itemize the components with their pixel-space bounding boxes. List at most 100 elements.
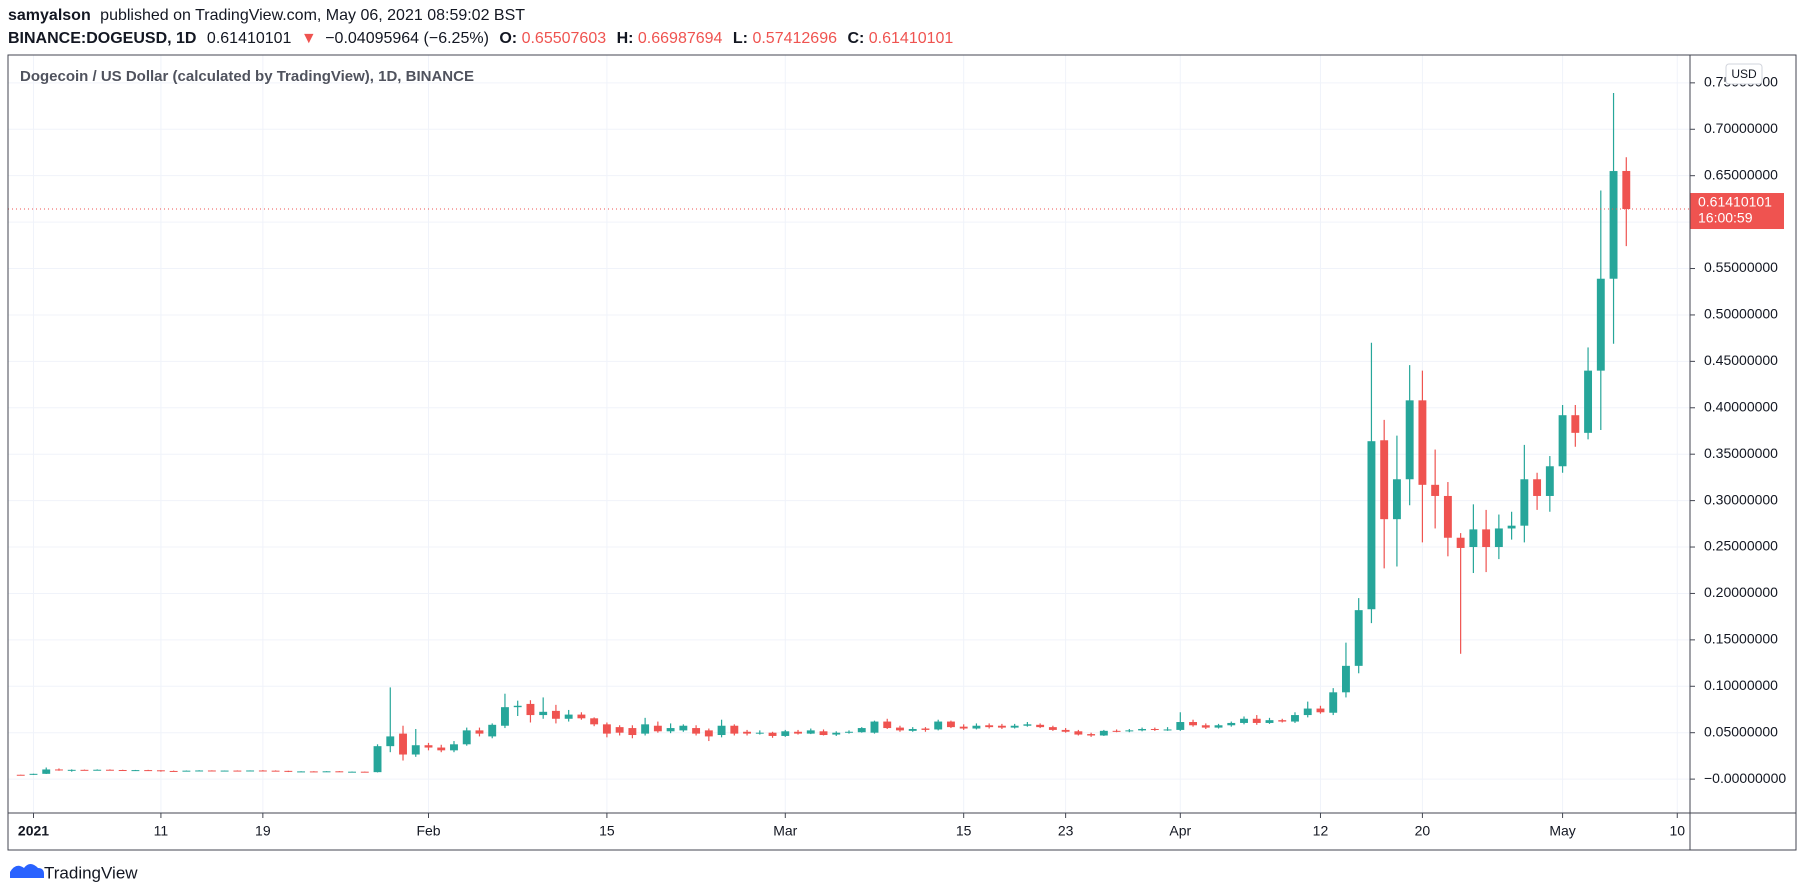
candle-body xyxy=(628,728,637,736)
candle-body xyxy=(908,728,917,731)
candle-body xyxy=(602,724,611,734)
candle-body xyxy=(972,725,981,729)
candle-body xyxy=(997,725,1006,728)
candle-body xyxy=(704,730,713,737)
candle-body xyxy=(819,731,828,736)
candle-body xyxy=(335,771,344,773)
y-tick-label: 0.25000000 xyxy=(1704,538,1778,554)
candle-body xyxy=(1443,495,1452,538)
x-tick-label: 19 xyxy=(255,823,271,839)
candle-body xyxy=(348,771,356,773)
high-value: 0.66987694 xyxy=(638,30,723,47)
x-tick-label: 2021 xyxy=(18,823,49,839)
close-label: C: xyxy=(847,30,864,47)
candle-body xyxy=(1176,722,1185,730)
y-tick-label: 0.50000000 xyxy=(1704,306,1778,322)
candle-body xyxy=(1405,400,1414,480)
symbol-line: BINANCE:DOGEUSD, 1D 0.61410101 ▼ −0.0409… xyxy=(8,30,953,47)
candle-body xyxy=(1316,708,1325,713)
y-tick-label: 0.10000000 xyxy=(1704,677,1778,693)
candle-body xyxy=(488,724,497,737)
candle-body xyxy=(539,711,548,716)
candle-body xyxy=(437,747,446,751)
candle-body xyxy=(1482,529,1491,548)
candle-body xyxy=(832,732,841,735)
candle-body xyxy=(93,769,102,771)
candle-body xyxy=(564,714,573,719)
candle-body xyxy=(666,728,675,732)
candle-body xyxy=(1061,729,1070,732)
currency-button[interactable] xyxy=(1725,63,1763,85)
candle-body xyxy=(144,770,153,772)
currency[interactable]: USD xyxy=(1731,67,1757,81)
candle-body xyxy=(284,770,293,772)
y-tick-label: 0.30000000 xyxy=(1704,491,1778,507)
candle-body xyxy=(1291,715,1299,722)
candle-body xyxy=(1596,278,1605,371)
y-tick-label: 0.45000000 xyxy=(1704,352,1778,368)
candle-body xyxy=(730,725,739,734)
y-tick-label: 0.20000000 xyxy=(1704,584,1778,600)
candle-body xyxy=(717,725,726,736)
open-label: O: xyxy=(499,30,517,47)
candle-body xyxy=(590,718,599,725)
candle-body xyxy=(1392,479,1401,520)
candle-body xyxy=(1507,525,1516,529)
candle-body xyxy=(959,726,968,729)
candle-body xyxy=(1622,170,1631,210)
candle-body xyxy=(118,770,127,772)
x-tick-label: Mar xyxy=(773,823,797,839)
candle-body xyxy=(1112,730,1121,732)
close-value: 0.61410101 xyxy=(869,30,954,47)
candle-body xyxy=(653,725,662,732)
candle-body xyxy=(67,769,76,771)
y-tick-label: 0.35000000 xyxy=(1704,445,1778,461)
grid xyxy=(8,55,1690,813)
candle-body xyxy=(501,707,509,726)
candle-body xyxy=(934,721,943,730)
candle-body xyxy=(1163,729,1172,731)
logo-icon xyxy=(10,864,44,878)
candle-body xyxy=(883,721,892,729)
candle-body xyxy=(182,770,191,772)
candle-body xyxy=(55,769,63,771)
candle-body xyxy=(1456,537,1465,548)
x-tick-label: 15 xyxy=(599,823,615,839)
x-tick-label: 12 xyxy=(1313,823,1329,839)
last-price: 0.61410101 xyxy=(207,30,292,47)
candle-body xyxy=(577,714,586,719)
candle-body xyxy=(1201,725,1210,728)
candle-body xyxy=(1265,720,1274,723)
candle-body xyxy=(513,705,522,708)
x-tick-label: 20 xyxy=(1415,823,1431,839)
change-arrow: ▼ xyxy=(301,30,317,47)
candle-body xyxy=(1214,725,1223,728)
candle-body xyxy=(1189,722,1197,726)
candle-body xyxy=(755,732,764,734)
candles xyxy=(8,93,1690,776)
candle-body xyxy=(1469,529,1478,548)
candle-body xyxy=(220,770,229,772)
candle-body xyxy=(551,710,560,719)
candle-body xyxy=(246,770,255,772)
x-tick-label: May xyxy=(1549,823,1575,839)
x-tick-label: Apr xyxy=(1169,823,1191,839)
candle-body xyxy=(1074,731,1083,735)
candle-body xyxy=(1380,440,1389,520)
candle-body xyxy=(921,728,930,730)
candle-body xyxy=(1584,370,1593,433)
axes: −0.00000000 0.05000000 0.10000000 0.1500000… xyxy=(18,74,1786,839)
candle-body xyxy=(399,733,407,755)
candle-body xyxy=(411,745,420,755)
high-label: H: xyxy=(617,30,634,47)
y-tick-label: 0.15000000 xyxy=(1704,631,1778,647)
candle-body xyxy=(679,725,688,731)
candle-body xyxy=(475,730,484,734)
candle-body xyxy=(1342,665,1350,693)
footer-logo: TradingView xyxy=(10,863,138,882)
last-price-box xyxy=(1690,193,1784,230)
open-value: 0.65507603 xyxy=(522,30,607,47)
candle-body xyxy=(1023,724,1032,726)
candle-body xyxy=(450,744,458,751)
